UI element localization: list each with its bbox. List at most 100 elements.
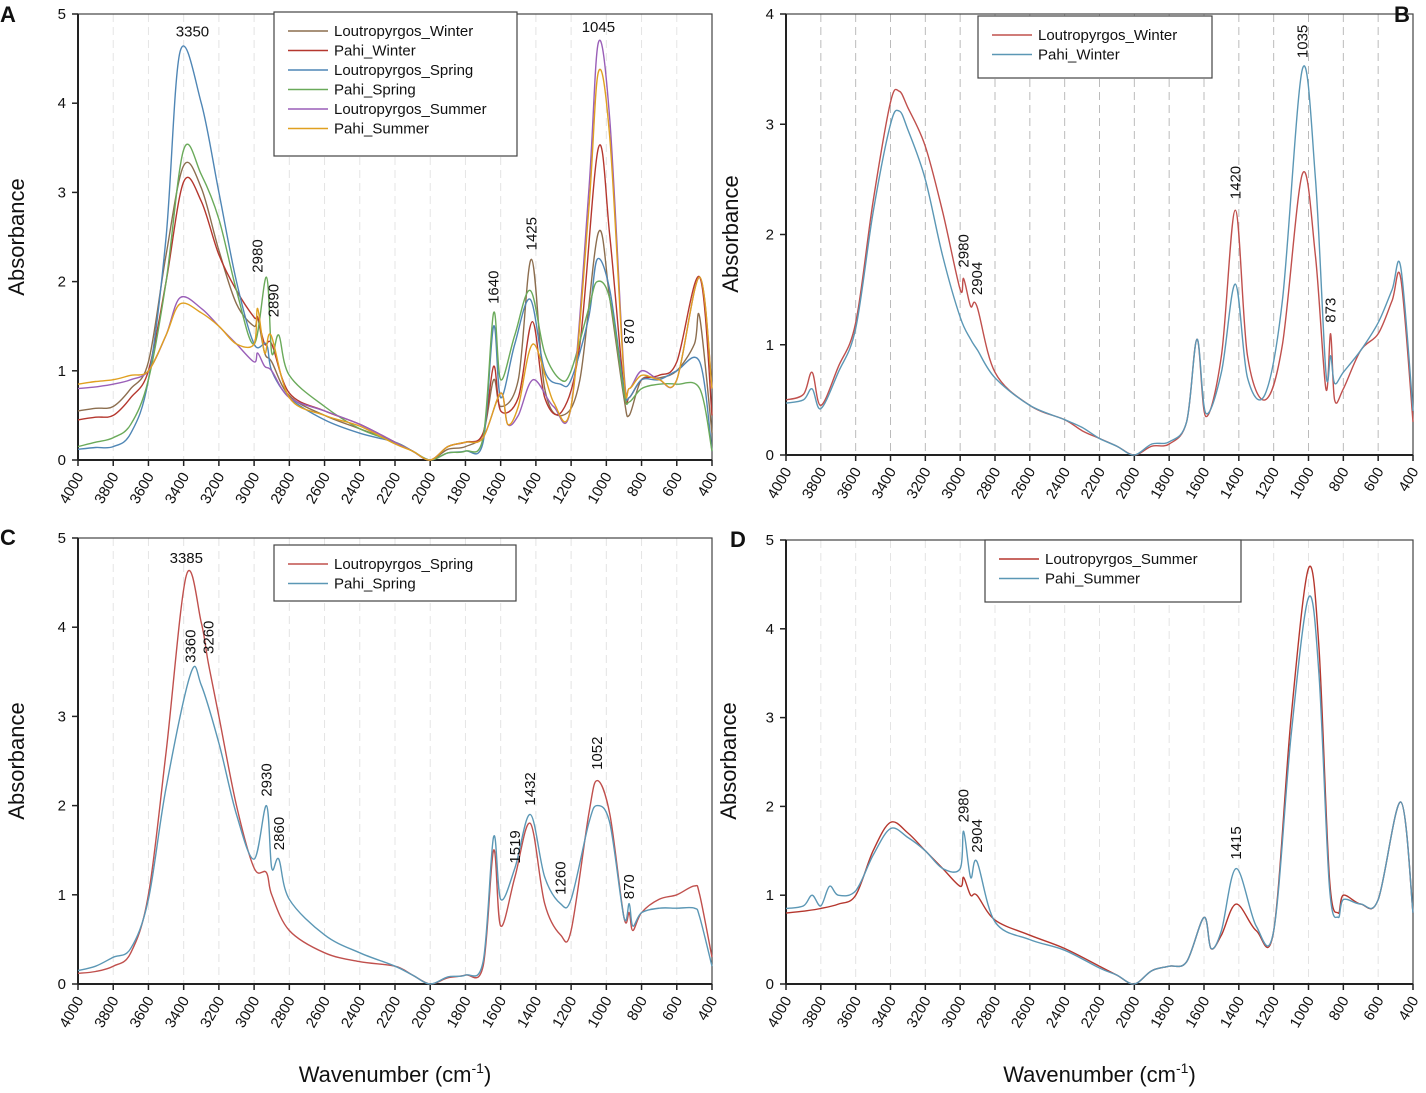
peak-label: 2930: [258, 763, 275, 796]
y-tick-label: 4: [766, 6, 774, 23]
peak-label: 2980: [250, 239, 267, 272]
x-tick-label: 1400: [1217, 465, 1248, 502]
series-line-loutropyrgos_winter: [77, 161, 713, 461]
legend: Loutropyrgos_Summer Pahi_Summer: [984, 539, 1242, 603]
x-tick-label: 1200: [549, 994, 580, 1031]
x-tick-label: 2600: [1008, 994, 1039, 1031]
series-line-pahi_summer: [785, 595, 1414, 985]
peak-label: 1035: [1294, 25, 1311, 58]
x-tick-label: 800: [1326, 994, 1353, 1024]
x-tick-label: 2400: [338, 470, 369, 507]
panel-d: 0 1 2 3 4 5 4000 3800 3600 3400 3200 3000 2800 2600 24…: [716, 527, 1422, 1087]
peak-label: 1415: [1228, 826, 1245, 859]
peak-label: 2980: [956, 789, 973, 822]
y-tick-label: 4: [766, 621, 774, 638]
superscript: -1: [1176, 1060, 1189, 1076]
x-tick-label: 3200: [197, 994, 228, 1031]
x-tick-label: 1800: [1147, 465, 1178, 502]
x-tick-label: 3000: [232, 470, 263, 507]
peak-label: 1519: [507, 830, 524, 863]
x-tick-label: 600: [659, 470, 686, 500]
y-tick-label: 5: [58, 530, 66, 547]
x-tick-label: 1600: [479, 994, 510, 1031]
legend: Loutropyrgos_Winter Pahi_Winter: [977, 15, 1213, 79]
x-tick-label: 2200: [1078, 465, 1109, 502]
panel-c: 0 1 2 3 4 5 4000 3800 3600 3400 3200 3000 2800 2600 24…: [0, 525, 721, 1087]
x-tick-label: 1400: [514, 994, 545, 1031]
panel-letter: D: [730, 527, 746, 552]
x-tick-label: 3400: [869, 465, 900, 502]
x-tick-label: 1400: [514, 470, 545, 507]
x-tick-label: 2200: [1078, 994, 1109, 1031]
legend-label: Pahi_Spring: [334, 576, 416, 593]
x-tick-label: 1600: [1182, 465, 1213, 502]
x-axis-label: Wavenumber (cm-1): [299, 1060, 492, 1087]
legend-label: Pahi_Summer: [1045, 571, 1140, 588]
y-tick-label: 3: [58, 708, 66, 725]
x-tick-label: 600: [659, 994, 686, 1024]
x-tick-label: 1200: [1252, 994, 1283, 1031]
peak-label: 870: [621, 319, 638, 344]
x-tick-label: 3800: [91, 994, 122, 1031]
x-tick-label: 1600: [1182, 994, 1213, 1031]
x-tick-label: 2400: [1043, 465, 1074, 502]
x-axis-label-tail: ): [484, 1062, 491, 1087]
legend-label: Loutropyrgos_Winter: [334, 23, 473, 40]
y-axis-label: Absorbance: [4, 702, 29, 819]
x-tick-label: 3800: [799, 994, 830, 1031]
x-tick-label: 3000: [938, 994, 969, 1031]
peak-label: 3385: [170, 550, 203, 567]
x-tick-label: 400: [1395, 465, 1422, 495]
x-tick-label: 1000: [584, 470, 615, 507]
x-tick-label: 600: [1360, 994, 1387, 1024]
x-tick-label: 2600: [303, 994, 334, 1031]
y-tick-label: 3: [58, 184, 66, 201]
x-tick-label: 3600: [834, 994, 865, 1031]
x-tick-label: 800: [1326, 465, 1353, 495]
peak-label: 1425: [523, 217, 540, 250]
peak-label: 3260: [200, 621, 217, 654]
x-tick-label: 3200: [903, 465, 934, 502]
x-tick-label: 1600: [479, 469, 510, 506]
x-tick-label: 3600: [126, 994, 157, 1031]
legend-label: Loutropyrgos_Summer: [1045, 551, 1198, 568]
legend-label: Pahi_Summer: [334, 121, 429, 138]
x-tick-label: 3000: [232, 994, 263, 1031]
legend-box: [977, 15, 1213, 79]
y-tick-label: 4: [58, 619, 66, 636]
legend: Loutropyrgos_Winter Pahi_Winter Loutropyrg…: [273, 11, 518, 157]
x-tick-label: 2000: [408, 994, 439, 1031]
legend-box: [273, 11, 518, 157]
x-tick-label: 800: [624, 470, 651, 500]
x-tick-label: 3400: [162, 470, 193, 507]
x-tick-label: 2800: [267, 994, 298, 1031]
y-tick-label: 0: [58, 452, 66, 469]
x-tick-label: 3400: [869, 994, 900, 1031]
x-tick-label: 1200: [1252, 465, 1283, 502]
y-tick-label: 2: [58, 798, 66, 815]
x-tick-label: 4000: [56, 470, 87, 507]
legend: Loutropyrgos_Spring Pahi_Spring: [273, 544, 517, 602]
series-line-pahi_summer: [77, 68, 713, 461]
y-tick-label: 0: [766, 447, 774, 464]
peak-label: 873: [1323, 298, 1340, 323]
legend-label: Loutropyrgos_Spring: [334, 556, 473, 573]
y-axis-label: Absorbance: [4, 178, 29, 295]
x-tick-label: 3800: [799, 465, 830, 502]
x-axis-label: Wavenumber (cm-1): [1003, 1060, 1196, 1087]
x-tick-label: 400: [694, 994, 721, 1024]
x-tick-label: 1000: [584, 994, 615, 1031]
y-tick-label: 1: [766, 887, 774, 904]
y-tick-label: 1: [58, 887, 66, 904]
peak-label: 1052: [589, 737, 606, 770]
x-tick-label: 2000: [1112, 465, 1143, 502]
series-line-loutropyrgos_winter: [785, 88, 1414, 456]
y-tick-label: 5: [58, 6, 66, 23]
legend-label: Loutropyrgos_Spring: [334, 62, 473, 79]
x-tick-label: 2000: [408, 470, 439, 507]
y-axis-label: Absorbance: [718, 175, 743, 292]
superscript: -1: [472, 1060, 485, 1076]
legend-label: Pahi_Winter: [334, 43, 416, 60]
legend-label: Loutropyrgos_Winter: [1038, 27, 1177, 44]
x-tick-label: 2600: [1008, 465, 1039, 502]
